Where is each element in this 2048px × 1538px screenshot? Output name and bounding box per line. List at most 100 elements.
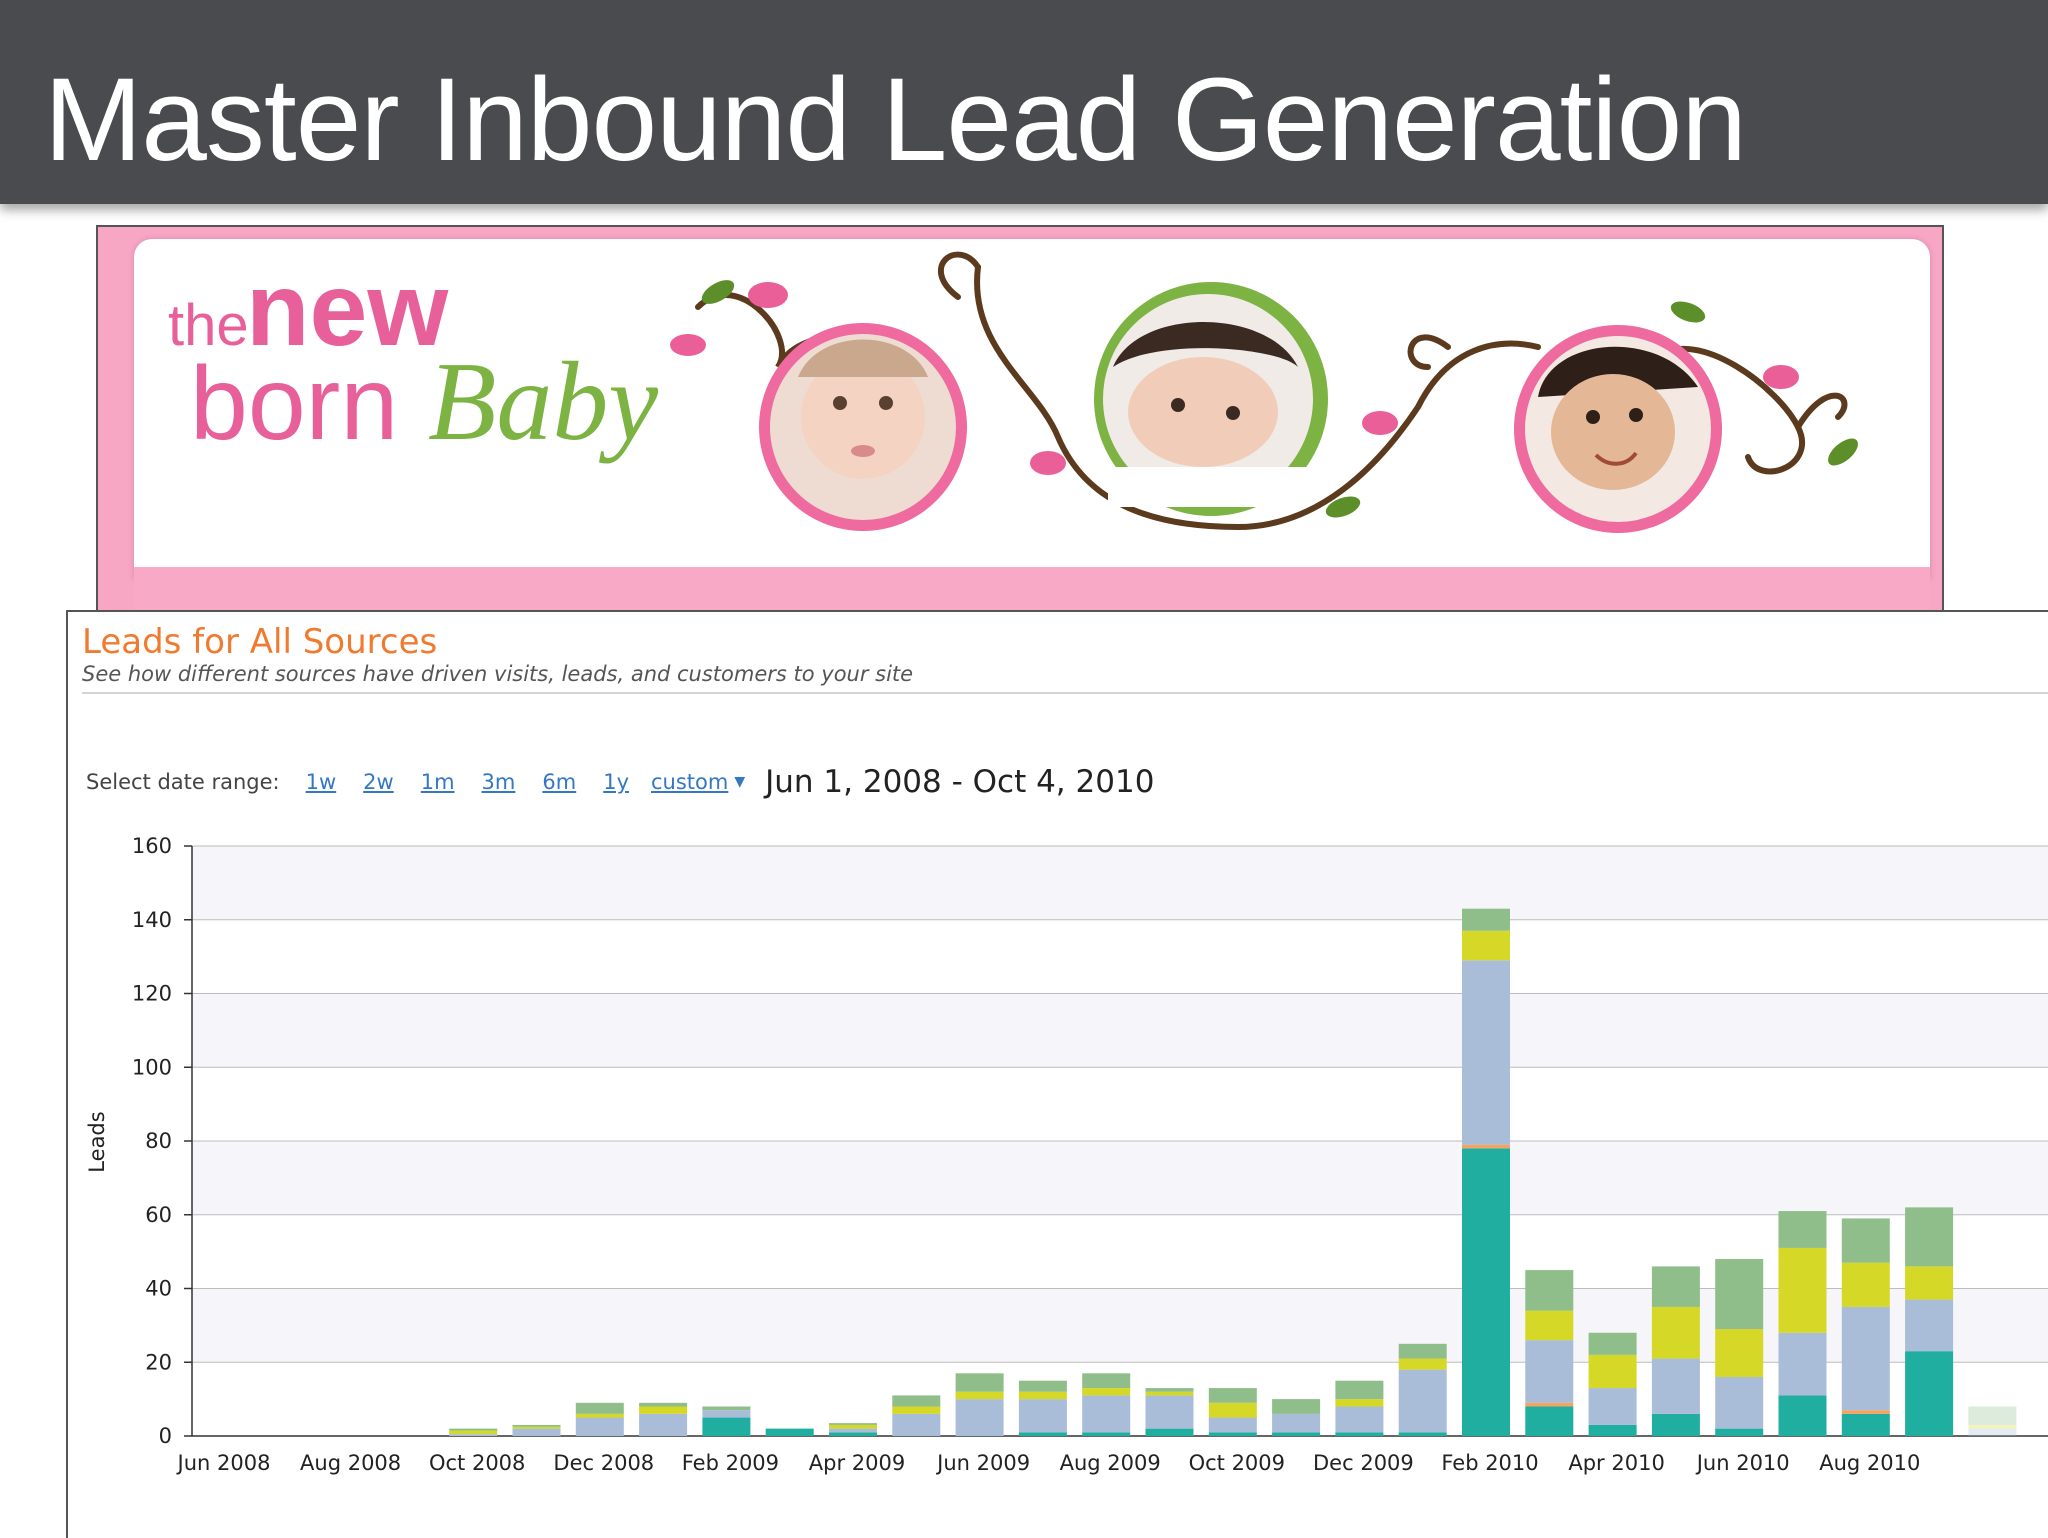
bar-segment <box>955 1373 1004 1392</box>
bar-segment <box>829 1432 877 1436</box>
bar-segment <box>1272 1413 1321 1433</box>
y-axis-title: Leads <box>85 1111 109 1172</box>
bar-segment <box>702 1410 751 1418</box>
y-tick-label: 40 <box>145 1277 172 1301</box>
bar-segment <box>1525 1310 1574 1341</box>
panel-divider <box>82 692 2048 694</box>
bar-segment <box>1082 1395 1131 1433</box>
bar-segment <box>1145 1388 1194 1392</box>
bar-segment <box>1525 1270 1574 1311</box>
bar-segment <box>575 1413 624 1418</box>
bar-segment <box>1398 1369 1447 1433</box>
bar-segment <box>1651 1358 1700 1414</box>
bar-segment <box>1398 1343 1447 1359</box>
bar-segment <box>1968 1424 2017 1429</box>
y-tick-label: 140 <box>132 908 172 932</box>
bar-segment <box>1462 960 1510 1145</box>
y-tick-label: 20 <box>145 1350 172 1374</box>
bar-segment <box>1588 1354 1637 1389</box>
bar-segment <box>575 1417 624 1436</box>
bar-segment <box>1968 1428 2017 1436</box>
grid-band <box>192 846 2048 920</box>
baby-photo-3 <box>1514 325 1722 533</box>
bar-segment <box>512 1426 561 1429</box>
bar-segment <box>1841 1410 1890 1414</box>
x-tick-label: Feb 2009 <box>682 1451 779 1475</box>
bar-segment <box>1462 930 1510 961</box>
bar-segment <box>1335 1406 1384 1433</box>
range-1w-link[interactable]: 1w <box>305 770 337 794</box>
bar-segment <box>449 1434 498 1436</box>
bar-segment <box>1272 1432 1321 1436</box>
bar-segment <box>1462 1144 1510 1149</box>
y-tick-label: 100 <box>132 1055 172 1079</box>
y-tick-label: 120 <box>132 982 172 1006</box>
bar-segment <box>1335 1432 1384 1436</box>
dropdown-arrow-icon[interactable]: ▼ <box>734 774 746 790</box>
logo-the: the <box>168 293 249 358</box>
bar-segment <box>1841 1218 1890 1263</box>
leads-panel: Leads for All Sources See how different … <box>66 610 2048 1538</box>
grid-band <box>192 1141 2048 1215</box>
bar-segment <box>702 1417 751 1436</box>
y-tick-label: 80 <box>145 1129 172 1153</box>
bar-segment <box>1651 1413 1700 1436</box>
x-tick-label: Jun 2010 <box>1695 1451 1790 1475</box>
current-date-range: Jun 1, 2008 - Oct 4, 2010 <box>765 764 1155 800</box>
x-tick-label: Oct 2008 <box>429 1451 525 1475</box>
range-1y-link[interactable]: 1y <box>603 770 629 794</box>
bar-segment <box>892 1413 941 1436</box>
bar-segment <box>1525 1406 1574 1436</box>
date-range-selector: Select date range: 1w 2w 1m 3m 6m 1y cus… <box>86 762 1154 802</box>
bar-segment <box>1525 1402 1574 1407</box>
x-tick-label: Apr 2009 <box>809 1451 905 1475</box>
bar-segment <box>702 1406 751 1411</box>
bar-segment <box>1208 1432 1257 1436</box>
bar-segment <box>575 1402 624 1414</box>
bar-segment <box>1968 1406 2017 1425</box>
bar-segment <box>1272 1399 1321 1414</box>
bar-segment <box>1905 1351 1954 1436</box>
x-tick-label: Oct 2009 <box>1189 1451 1285 1475</box>
bar-segment <box>1398 1432 1447 1436</box>
bar-segment <box>892 1406 941 1414</box>
date-range-label: Select date range: <box>86 770 280 794</box>
bar-segment <box>639 1402 688 1407</box>
bar-segment <box>512 1424 561 1427</box>
bar-segment <box>1145 1391 1194 1396</box>
bar-segment <box>1335 1399 1384 1407</box>
bar-segment <box>639 1413 688 1436</box>
bar-segment <box>1082 1388 1131 1396</box>
grid-band <box>192 993 2048 1068</box>
range-6m-link[interactable]: 6m <box>542 770 577 794</box>
x-tick-label: Feb 2010 <box>1441 1451 1538 1475</box>
bar-segment <box>955 1391 1004 1400</box>
logo-baby: Baby <box>428 340 658 464</box>
bar-segment <box>449 1430 498 1435</box>
range-custom-link[interactable]: custom <box>651 770 729 794</box>
bar-segment <box>1208 1402 1257 1418</box>
y-tick-label: 160 <box>132 834 172 858</box>
flower-buds <box>670 282 1799 475</box>
range-1m-link[interactable]: 1m <box>420 770 455 794</box>
bar-segment <box>1778 1332 1827 1396</box>
bar-segment <box>1715 1329 1764 1377</box>
bar-segment <box>1778 1247 1827 1333</box>
bar-segment <box>1905 1266 1954 1300</box>
range-3m-link[interactable]: 3m <box>481 770 516 794</box>
bar-segment <box>1082 1432 1131 1436</box>
logo-born: born <box>190 346 398 462</box>
newborn-baby-logo: the new born Baby <box>168 252 658 464</box>
x-tick-label: Aug 2010 <box>1819 1451 1920 1475</box>
bar-segment <box>1651 1266 1700 1307</box>
bar-segment <box>1145 1395 1194 1429</box>
banner-artwork: the new born Baby <box>168 251 1858 533</box>
bar-segment <box>1145 1428 1194 1436</box>
x-tick-label: Jun 2008 <box>176 1451 271 1475</box>
y-tick-label: 60 <box>145 1203 172 1227</box>
bar-segment <box>1778 1211 1827 1248</box>
bar-segment <box>892 1395 941 1407</box>
range-2w-link[interactable]: 2w <box>363 770 394 794</box>
bar-segment <box>1841 1413 1890 1436</box>
bar-segment <box>639 1406 688 1414</box>
